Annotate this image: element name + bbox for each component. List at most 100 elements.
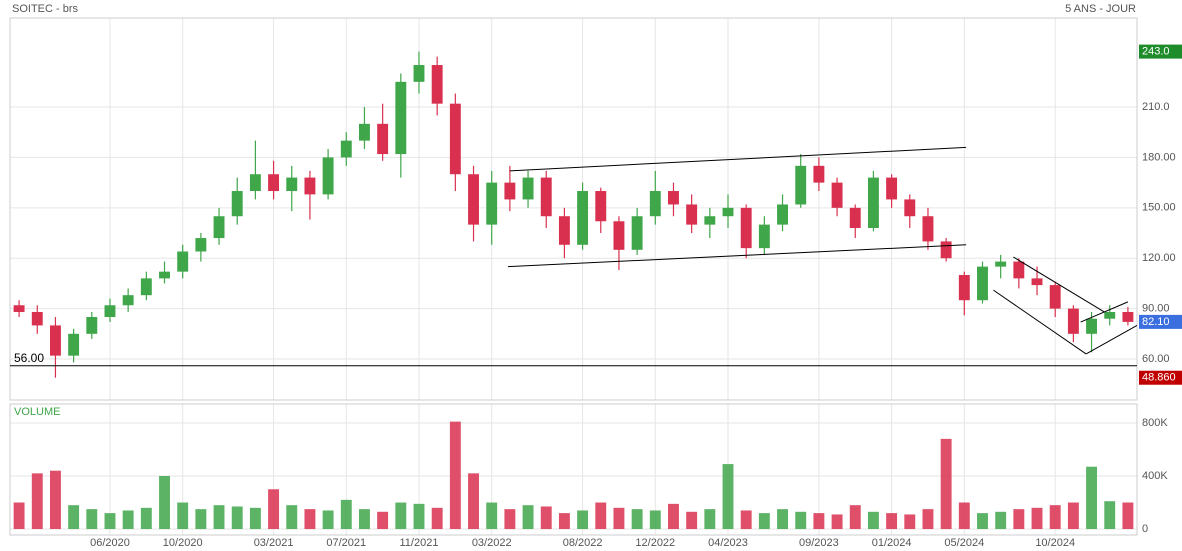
- x-tick-label: 03/2022: [472, 537, 512, 549]
- volume-bar: [231, 506, 243, 530]
- candle-body: [995, 261, 1007, 267]
- x-tick-label: 03/2021: [254, 537, 294, 549]
- volume-bar: [140, 507, 152, 530]
- candle-body: [504, 182, 516, 200]
- candle-body: [777, 204, 788, 225]
- candle-body: [686, 204, 698, 225]
- candle-body: [13, 305, 25, 312]
- candle-body: [540, 177, 552, 217]
- candle-body: [268, 174, 280, 192]
- horizontal-line-label: 56.00: [14, 351, 44, 365]
- candle-body: [104, 305, 116, 318]
- volume-bar: [431, 507, 443, 530]
- x-tick-label: 07/2021: [326, 537, 366, 549]
- candle-body: [431, 65, 443, 104]
- volume-bar: [413, 503, 425, 530]
- price-tag-label: 82.10: [1142, 316, 1170, 328]
- volume-bar: [1049, 505, 1061, 530]
- volume-bar: [377, 511, 389, 530]
- volume-bar: [995, 511, 1007, 530]
- candle-body: [958, 275, 970, 301]
- candle-body: [395, 81, 407, 155]
- volume-bar: [1122, 502, 1134, 530]
- trendline: [1013, 256, 1105, 313]
- volume-frame: [9, 403, 1138, 536]
- volume-title: VOLUME: [14, 406, 60, 418]
- volume-bar: [613, 507, 625, 530]
- candle-body: [413, 65, 425, 82]
- volume-bar: [958, 502, 970, 530]
- candle-body: [195, 238, 207, 252]
- candle-body: [649, 191, 661, 217]
- y-tick-label: 800K: [1142, 417, 1168, 429]
- volume-bar: [540, 506, 552, 530]
- candle-body: [322, 157, 334, 195]
- trendline: [1085, 324, 1138, 355]
- price-tag-label: 48.860: [1142, 372, 1176, 384]
- candle-body: [1031, 278, 1043, 286]
- x-tick-label: 11/2021: [400, 537, 439, 549]
- volume-bar: [849, 505, 861, 530]
- volume-bar: [340, 499, 352, 530]
- price-tag: [1139, 44, 1182, 59]
- candle-body: [159, 271, 170, 279]
- volume-bar: [286, 505, 298, 530]
- volume-bar: [649, 510, 661, 530]
- volume-bar: [449, 421, 461, 530]
- y-tick-label: 150.00: [1142, 202, 1176, 214]
- candle-body: [758, 224, 770, 249]
- price-tag-label: 243.0: [1142, 46, 1170, 58]
- trendline: [509, 146, 967, 172]
- x-tick-label: 10/2020: [163, 537, 203, 549]
- x-tick-label: 01/2024: [872, 537, 912, 549]
- candle-body: [49, 325, 61, 356]
- price-tag: [1139, 314, 1182, 329]
- y-tick-label: 90.00: [1142, 303, 1170, 315]
- y-tick-label: 210.0: [1142, 101, 1170, 113]
- candle-body: [286, 177, 298, 192]
- volume-bar: [813, 513, 825, 530]
- volume-bar: [49, 470, 61, 530]
- volume-bar: [468, 473, 479, 530]
- volume-bar: [704, 509, 716, 530]
- y-tick-label: 120.00: [1142, 252, 1176, 264]
- candle-body: [359, 123, 370, 141]
- volume-bar: [486, 502, 498, 530]
- candle-body: [977, 266, 988, 301]
- x-tick-label: 04/2023: [708, 537, 748, 549]
- candle-body: [595, 191, 607, 222]
- price-tag: [1139, 370, 1182, 385]
- volume-bar: [558, 513, 570, 530]
- candle-body: [231, 191, 243, 217]
- candle-body: [140, 278, 152, 296]
- volume-bar: [1031, 507, 1043, 530]
- candle-body: [1122, 311, 1134, 322]
- x-tick-label: 09/2023: [799, 537, 839, 549]
- volume-bar: [322, 510, 334, 530]
- candle-body: [449, 103, 461, 175]
- volume-bar: [831, 514, 843, 530]
- volume-bar: [268, 489, 280, 530]
- volume-bar: [104, 513, 116, 530]
- candle-body: [704, 216, 716, 225]
- y-tick-label: 60.00: [1142, 353, 1170, 365]
- volume-bar: [31, 473, 43, 530]
- trendline: [1080, 301, 1129, 323]
- volume-bar: [922, 509, 934, 530]
- volume-bar: [1086, 466, 1098, 530]
- volume-bar: [304, 509, 316, 530]
- volume-bar: [122, 510, 134, 530]
- candle-body: [886, 177, 898, 200]
- candle-body: [1086, 318, 1098, 334]
- candle-body: [740, 207, 752, 249]
- x-tick-label: 08/2022: [563, 537, 603, 549]
- candle-body: [1104, 311, 1116, 319]
- candle-body: [1049, 285, 1061, 309]
- trendline: [993, 289, 1087, 355]
- candle-body: [486, 182, 498, 225]
- candle-body: [249, 174, 261, 192]
- candle-body: [304, 177, 316, 195]
- candle-body: [122, 295, 134, 306]
- candle-body: [68, 333, 80, 356]
